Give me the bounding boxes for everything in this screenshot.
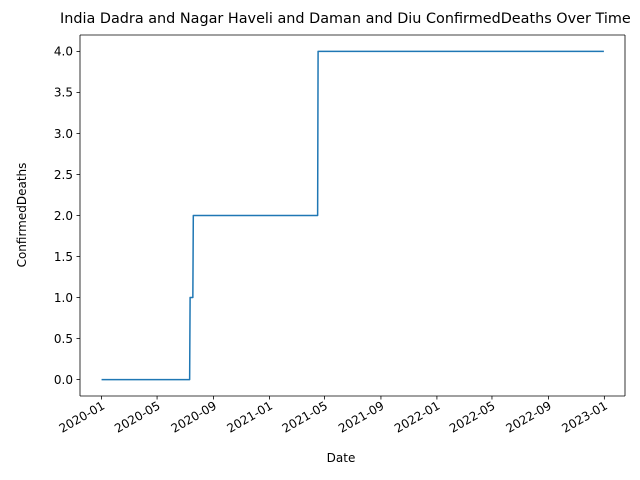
series-line-0 (101, 50, 604, 381)
chart-title: India Dadra and Nagar Haveli and Daman a… (60, 11, 631, 27)
y-tick-label: 3.0 (54, 127, 73, 141)
y-tick-label: 2.0 (54, 209, 73, 223)
y-tick-label: 1.5 (54, 250, 73, 264)
x-axis-label: Date (327, 451, 356, 465)
y-tick-label: 4.0 (54, 45, 73, 59)
y-axis-label: ConfirmedDeaths (15, 163, 29, 268)
y-tick-label: 3.5 (54, 86, 73, 100)
y-tick-label: 0.5 (54, 332, 73, 346)
y-tick-label: 0.0 (54, 373, 73, 387)
plot-area (80, 35, 625, 396)
y-tick-label: 2.5 (54, 168, 73, 182)
series-layer (101, 50, 604, 381)
y-tick-label: 1.0 (54, 291, 73, 305)
